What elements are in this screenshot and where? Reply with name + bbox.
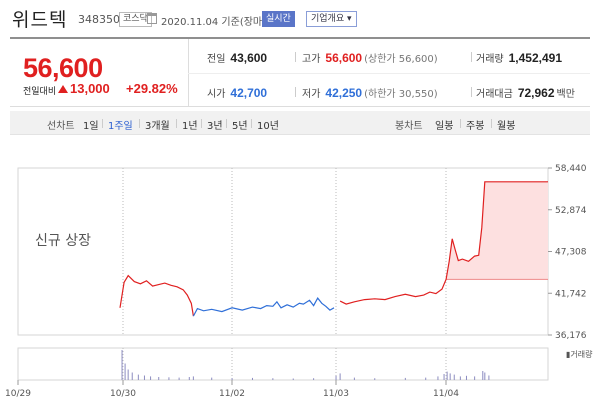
- open-label: 시가: [207, 89, 226, 100]
- market-badge: 코스닥: [119, 12, 152, 27]
- company-info-button[interactable]: 기업개요 ▾: [306, 11, 357, 27]
- realtime-button[interactable]: 실시간: [262, 11, 295, 27]
- range-1w[interactable]: 1주일: [108, 121, 133, 132]
- quote-divider-row: [188, 73, 590, 74]
- range-sep: [460, 119, 461, 128]
- candle-day[interactable]: 일봉: [435, 121, 454, 132]
- y-tick-label: 52,874: [555, 206, 587, 216]
- range-10y[interactable]: 10년: [257, 121, 279, 132]
- upper-limit: (상한가 56,600): [364, 54, 438, 65]
- range-sep: [226, 119, 227, 128]
- chart-range-bar: 선차트 1일 1주일 3개월 1년 3년 5년 10년 봉차트 일봉 주봉 월봉: [10, 111, 590, 135]
- change-value: 13,000: [70, 81, 110, 96]
- volume-label: 거래량: [476, 54, 504, 65]
- volume: 거래량 1,452,491: [476, 50, 562, 65]
- price-series-line: [339, 181, 548, 305]
- price-chart-svg: 10/29 10/30 11/02 11/03 11/04 58,440 52,874 47,…: [5, 164, 593, 399]
- y-tick-label: 47,308: [555, 248, 587, 258]
- price-plot-frame: [17, 167, 549, 336]
- quote-pipe: [295, 87, 296, 97]
- high-value: 56,600: [325, 51, 363, 65]
- amount-unit: 백만: [556, 89, 575, 100]
- range-5y[interactable]: 5년: [232, 121, 248, 132]
- x-tick-label: 11/03: [323, 389, 349, 399]
- x-tick-label: 11/02: [219, 389, 245, 399]
- calendar-icon: [147, 13, 157, 24]
- candle-chart-label: 봉차트: [395, 121, 423, 132]
- prev-close-label: 전일: [207, 54, 226, 65]
- y-tick-label: 58,440: [555, 164, 587, 174]
- candle-month[interactable]: 월봉: [497, 121, 516, 132]
- quote-pipe: [471, 87, 472, 97]
- y-tick-label: 41,742: [555, 289, 587, 299]
- lower-limit: (하한가 30,550): [364, 89, 438, 100]
- prev-close-value: 43,600: [230, 51, 268, 65]
- line-chart-label: 선차트: [47, 121, 75, 132]
- price-series-line: [119, 274, 194, 317]
- low: 저가 42,250 (하한가 30,550): [302, 85, 438, 100]
- range-sep: [251, 119, 252, 128]
- amount-value: 72,962: [517, 86, 555, 100]
- low-value: 42,250: [325, 86, 363, 100]
- prev-close: 전일 43,600: [207, 50, 267, 65]
- change-rate: +29.82%: [126, 81, 178, 96]
- listing-annotation: 신규 상장: [35, 233, 91, 249]
- open-value: 42,700: [230, 86, 268, 100]
- x-tick-label: 10/29: [5, 389, 31, 399]
- range-sep: [201, 119, 202, 128]
- range-sep: [176, 119, 177, 128]
- high: 고가 56,600 (상한가 56,600): [302, 50, 438, 65]
- quote-pipe: [471, 52, 472, 62]
- change-label: 전일대비: [23, 87, 57, 97]
- price-chart: 10/29 10/30 11/02 11/03 11/04 58,440 52,874 47,…: [0, 150, 600, 402]
- range-sep: [139, 119, 140, 128]
- high-label: 고가: [302, 54, 321, 65]
- range-1y[interactable]: 1년: [182, 121, 198, 132]
- candle-week[interactable]: 주봉: [466, 121, 485, 132]
- stock-header: 위드텍 348350 코스닥 2020.11.04 기준(장마감) 실시간 기업…: [0, 0, 600, 34]
- range-3m[interactable]: 3개월: [145, 121, 170, 132]
- price-up-fill: [446, 181, 548, 280]
- stock-code: 348350: [78, 13, 120, 26]
- volume-value: 1,452,491: [508, 51, 562, 65]
- amount: 거래대금 72,962 백만: [476, 85, 575, 100]
- current-price: 56,600: [23, 53, 103, 83]
- range-sep: [491, 119, 492, 128]
- stock-name: 위드텍: [12, 9, 68, 31]
- low-label: 저가: [302, 89, 321, 100]
- quote-pipe: [295, 52, 296, 62]
- quote-box: 56,600 전일대비 13,000 +29.82% 전일 43,600 고가 56…: [10, 37, 590, 107]
- open: 시가 42,700: [207, 85, 267, 100]
- price-series-line: [192, 297, 335, 317]
- range-3y[interactable]: 3년: [207, 121, 223, 132]
- base-date: 2020.11.04 기준(장마감): [161, 17, 276, 28]
- amount-label: 거래대금: [476, 89, 513, 100]
- volume-label: ▮거래량: [566, 349, 593, 359]
- up-arrow-icon: [58, 85, 68, 93]
- quote-divider: [188, 39, 189, 106]
- range-sep: [102, 119, 103, 128]
- x-tick-label: 11/04: [433, 389, 459, 399]
- volume-plot-frame: [17, 347, 549, 381]
- y-tick-label: 36,176: [555, 331, 587, 341]
- range-1d[interactable]: 1일: [83, 121, 99, 132]
- x-tick-label: 10/30: [110, 389, 136, 399]
